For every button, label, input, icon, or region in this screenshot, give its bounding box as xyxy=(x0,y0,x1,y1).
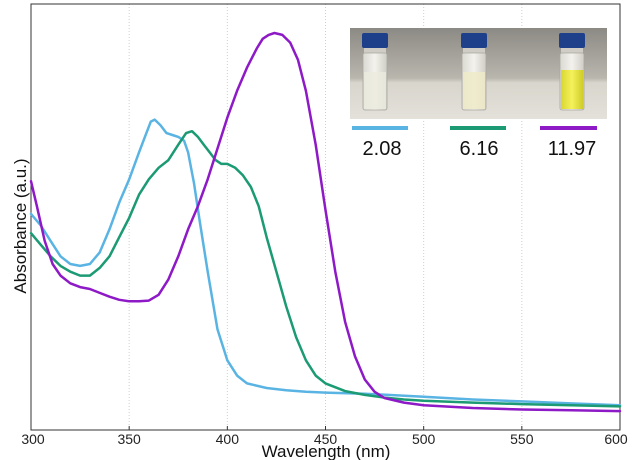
series-lines xyxy=(29,31,622,413)
legend-label-2.08: 2.08 xyxy=(363,138,402,160)
series-line-6.16 xyxy=(29,129,622,408)
legend: 2.08 6.16 11.97 xyxy=(352,126,597,160)
x-axis-title: Wavelength (nm) xyxy=(262,442,391,460)
x-tick-label-450: 450 xyxy=(314,431,338,447)
x-tick-label-300: 300 xyxy=(21,431,45,447)
x-tick-labels: 300 350 400 450 500 550 600 xyxy=(21,426,628,447)
vials-inset-photo xyxy=(350,28,607,119)
x-tick-label-550: 550 xyxy=(510,431,534,447)
x-tick-label-350: 350 xyxy=(117,431,141,447)
y-axis-title: Absorbance (a.u.) xyxy=(11,158,30,293)
vial-2 xyxy=(461,33,487,111)
x-tick-label-600: 600 xyxy=(604,431,628,447)
vial-1 xyxy=(362,33,388,111)
legend-label-6.16: 6.16 xyxy=(460,138,499,160)
series-line-11.97 xyxy=(29,31,622,413)
x-tick-label-500: 500 xyxy=(412,431,436,447)
vial-3 xyxy=(559,33,585,111)
legend-label-11.97: 11.97 xyxy=(548,138,597,160)
x-tick-label-400: 400 xyxy=(216,431,240,447)
